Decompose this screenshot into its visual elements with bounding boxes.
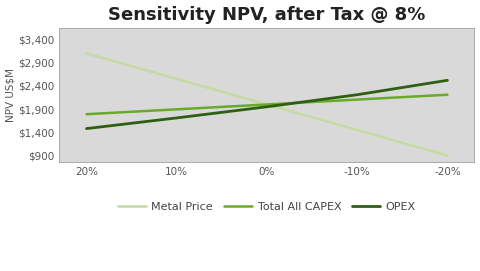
Y-axis label: NPV US$M: NPV US$M	[6, 68, 15, 122]
OPEX	[444, 79, 450, 82]
Line: Metal Price: Metal Price	[86, 53, 447, 156]
OPEX	[354, 93, 360, 96]
Metal Price	[264, 103, 270, 106]
Total All CAPEX	[444, 93, 450, 96]
OPEX	[84, 127, 89, 130]
Metal Price	[444, 154, 450, 157]
OPEX	[174, 116, 180, 120]
Total All CAPEX	[174, 108, 180, 111]
Total All CAPEX	[354, 98, 360, 101]
OPEX	[264, 105, 270, 108]
Legend: Metal Price, Total All CAPEX, OPEX: Metal Price, Total All CAPEX, OPEX	[114, 198, 420, 217]
Metal Price	[174, 77, 180, 80]
Metal Price	[84, 52, 89, 55]
Line: OPEX: OPEX	[86, 80, 447, 128]
Total All CAPEX	[264, 103, 270, 106]
Line: Total All CAPEX: Total All CAPEX	[86, 95, 447, 114]
Total All CAPEX	[84, 112, 89, 116]
Metal Price	[354, 128, 360, 132]
Title: Sensitivity NPV, after Tax @ 8%: Sensitivity NPV, after Tax @ 8%	[108, 6, 426, 24]
